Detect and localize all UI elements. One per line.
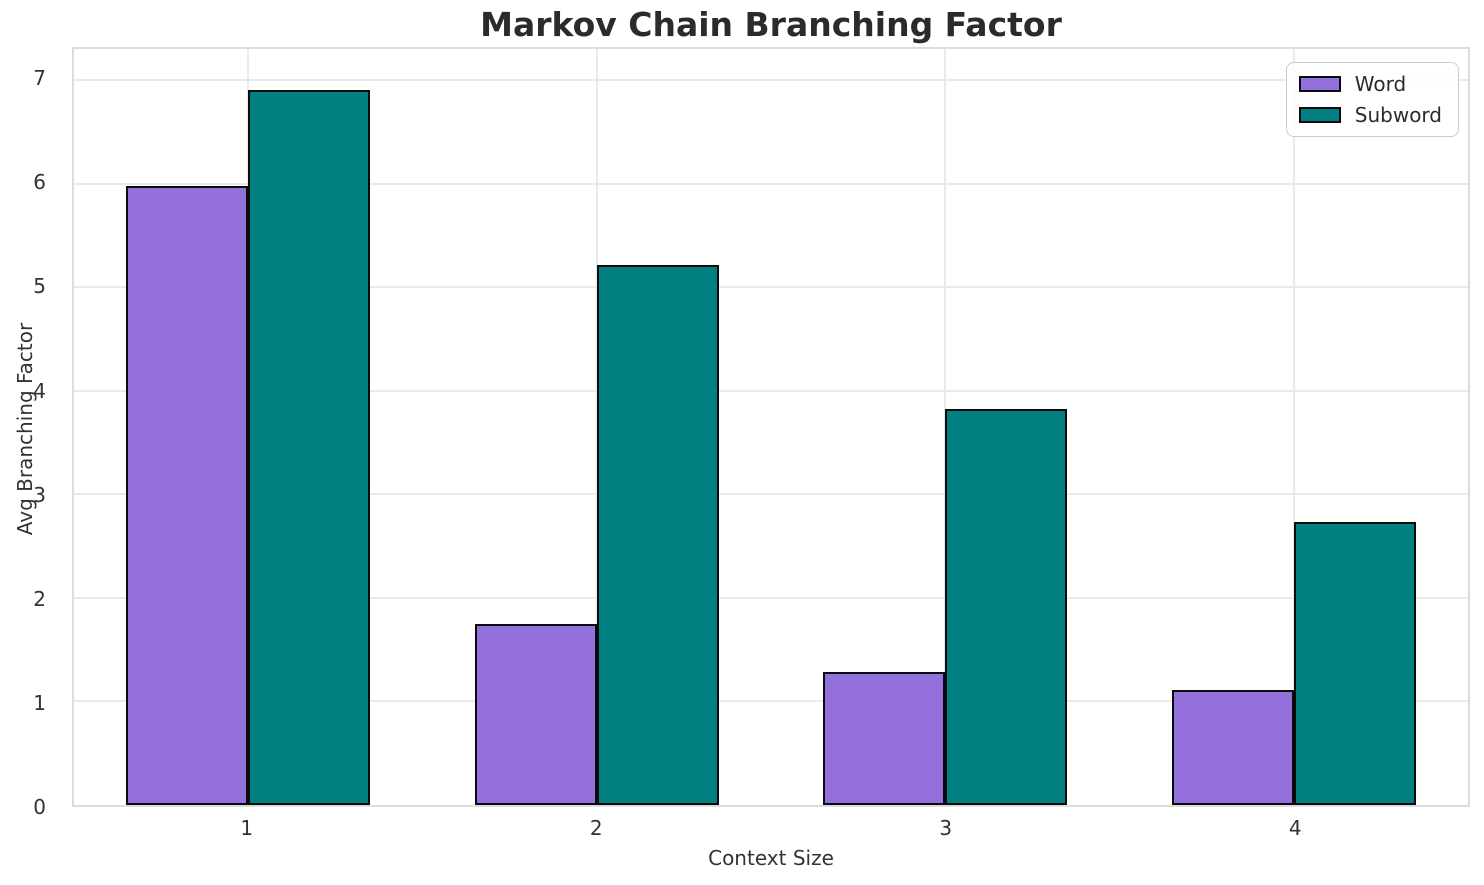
x-tick-label: 3 xyxy=(939,816,953,840)
bar-word-4 xyxy=(1171,690,1294,805)
legend-entry-word: Word xyxy=(1298,72,1442,96)
y-axis-tick-rail: 0 1 2 3 4 5 6 7 xyxy=(0,47,58,819)
x-tick-label: 2 xyxy=(589,816,603,840)
legend-swatch-icon xyxy=(1298,107,1341,123)
legend-swatch-icon xyxy=(1298,76,1341,92)
bar-word-3 xyxy=(823,672,946,805)
y-tick-label: 5 xyxy=(33,274,46,299)
gridline-horizontal xyxy=(74,389,1468,392)
gridline-horizontal xyxy=(74,493,1468,496)
x-axis-label: Context Size xyxy=(708,846,834,870)
legend-label: Word xyxy=(1354,72,1407,96)
y-tick-label: 2 xyxy=(33,586,46,611)
gridline-horizontal xyxy=(74,286,1468,289)
legend: Word Subword xyxy=(1285,62,1459,137)
gridline-horizontal xyxy=(74,182,1468,185)
plot-area xyxy=(72,47,1470,807)
x-tick-label: 1 xyxy=(240,816,254,840)
y-tick-label: 7 xyxy=(33,66,46,91)
y-tick-label: 3 xyxy=(33,482,46,507)
bar-subword-1 xyxy=(248,90,371,805)
bar-subword-3 xyxy=(945,409,1068,805)
legend-label: Subword xyxy=(1354,103,1442,127)
gridline-horizontal xyxy=(74,596,1468,599)
y-tick-label: 0 xyxy=(33,795,46,819)
y-tick-label: 1 xyxy=(33,690,46,715)
chart-title: Markov Chain Branching Factor xyxy=(480,5,1062,44)
gridline-vertical xyxy=(1292,49,1295,805)
x-tick-label: 4 xyxy=(1288,816,1302,840)
bar-word-2 xyxy=(474,623,597,805)
gridline-horizontal xyxy=(74,700,1468,703)
bar-subword-2 xyxy=(596,265,719,805)
y-tick-label: 4 xyxy=(33,378,46,403)
bar-subword-4 xyxy=(1293,522,1416,805)
x-axis-tick-rail: 1 2 3 4 xyxy=(72,816,1470,844)
y-axis-label: Avg Branching Factor xyxy=(13,322,37,536)
gridline-horizontal xyxy=(74,79,1468,82)
legend-entry-subword: Subword xyxy=(1298,103,1442,127)
bar-word-1 xyxy=(126,185,249,805)
y-tick-label: 6 xyxy=(33,170,46,195)
